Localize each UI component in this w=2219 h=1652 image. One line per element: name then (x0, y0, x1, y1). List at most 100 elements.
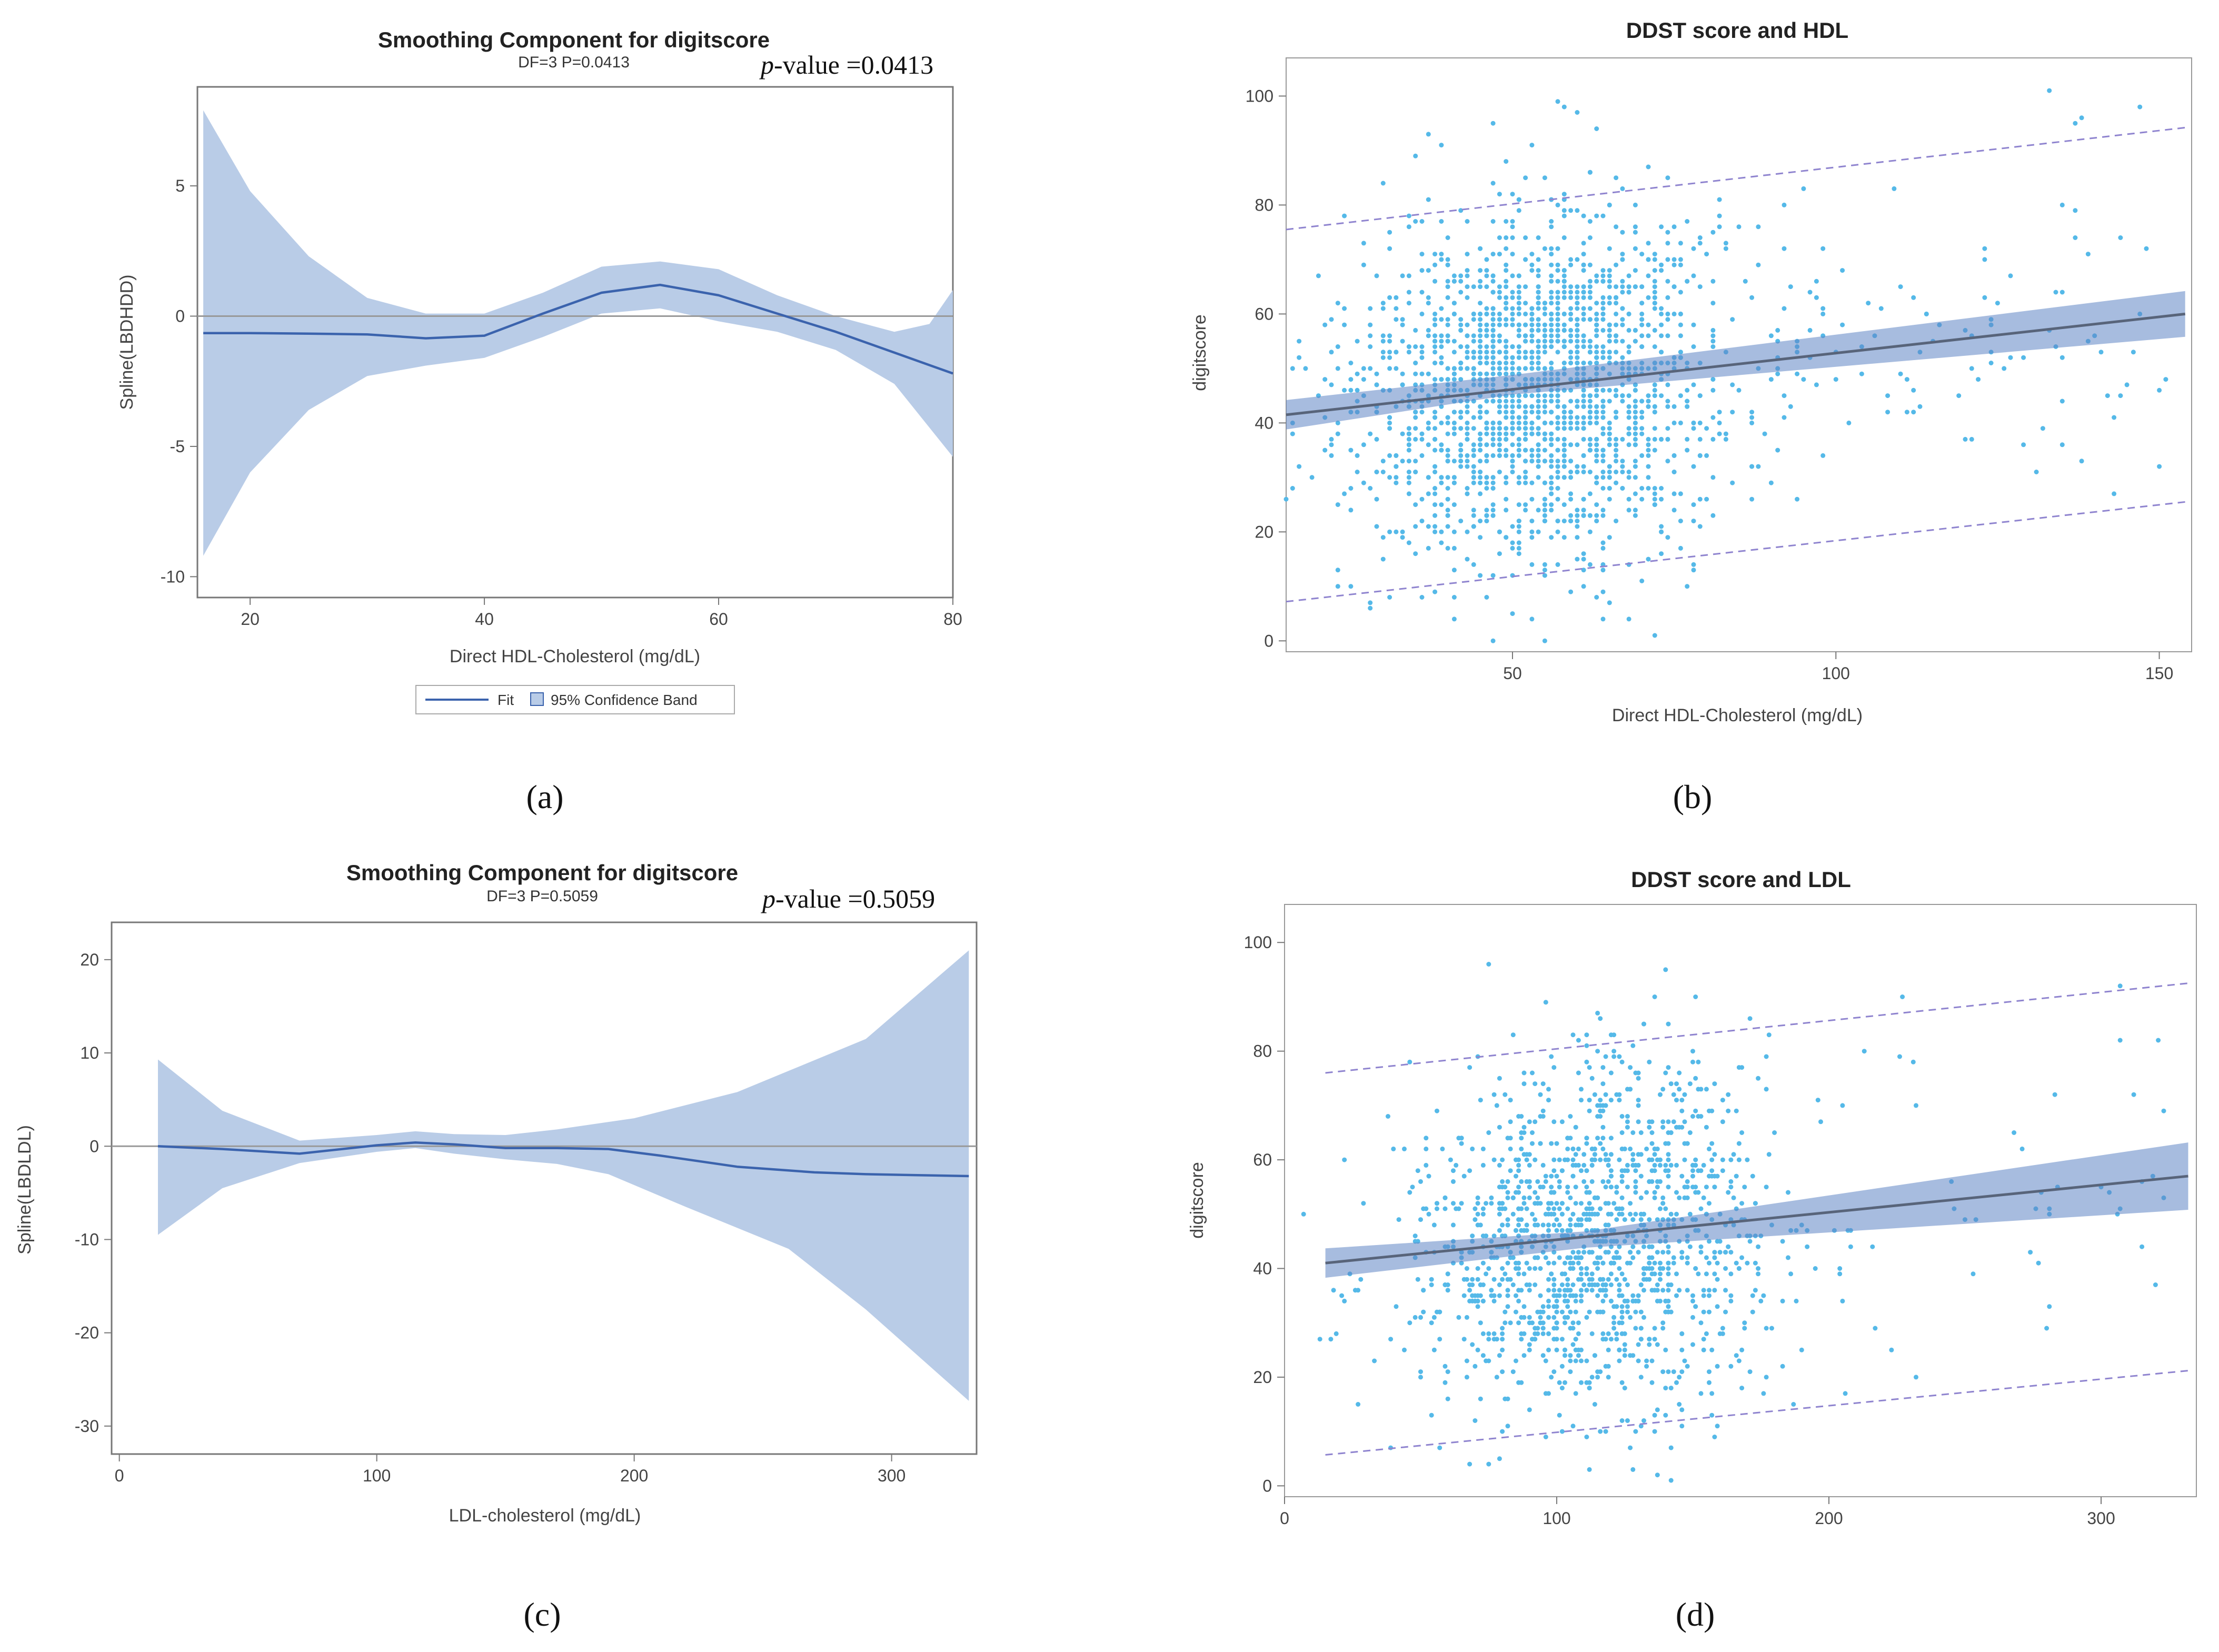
pb-scatter-point (1335, 366, 1340, 371)
pb-scatter-point (1568, 589, 1574, 594)
pd-scatter-point (1644, 1146, 1649, 1151)
pb-scatter-point (1704, 453, 1709, 458)
pb-scatter-point (1406, 273, 1411, 278)
pd-scatter-point (2044, 1326, 2049, 1331)
pb-scatter-point (1549, 339, 1554, 344)
pd-scatter-point (1581, 1179, 1587, 1184)
pb-scatter-point (1529, 420, 1535, 425)
pd-scatter-point (1581, 1250, 1587, 1255)
pb-scatter-point (1575, 470, 1580, 474)
pb-scatter-point (1587, 404, 1593, 409)
panel-a-x-ticks: 20 40 60 80 (241, 598, 962, 629)
pd-scatter-point (1480, 1211, 1486, 1217)
pb-scatter-point (1329, 382, 1334, 387)
pb-scatter-point (1484, 273, 1489, 278)
pd-scatter-point (1565, 1304, 1570, 1309)
pb-scatter-point (1581, 252, 1586, 257)
pd-scatter-point (1712, 1081, 1717, 1087)
pb-scatter-point (1529, 350, 1535, 355)
pb-scatter-point (1394, 295, 1399, 300)
pb-scatter-point (1445, 366, 1450, 371)
pb-scatter-point (1620, 284, 1625, 290)
pd-scatter-point (1603, 1293, 1608, 1298)
pb-scatter-point (1529, 339, 1535, 344)
pd-scatter-point (1442, 1206, 1448, 1211)
pd-scatter-point (1772, 1130, 1777, 1135)
pb-scatter-point (1646, 475, 1651, 480)
pd-scatter-point (1712, 1271, 1717, 1277)
pd-scatter-point (1679, 1347, 1685, 1352)
pd-scatter-point (1480, 1162, 1486, 1168)
pb-scatter-point (1614, 339, 1619, 344)
pd-scatter-point (1756, 1076, 1761, 1081)
pd-scatter-point (1815, 1098, 1820, 1103)
pb-scatter-point (2073, 208, 2078, 213)
pd-scatter-point (1633, 1309, 1638, 1315)
pb-scatter-point (2040, 426, 2045, 431)
pb-scatter-point (1710, 278, 1716, 284)
pb-scatter-point (1465, 491, 1470, 496)
pb-scatter-point (1607, 284, 1612, 290)
panel-c-pvalue-p: p (761, 884, 775, 913)
pb-scatter-point (1956, 393, 1962, 399)
pb-scatter-point (1814, 278, 1819, 284)
pb-scatter-point (1691, 502, 1696, 507)
pb-scatter-point (1504, 410, 1509, 415)
pd-scatter-point (1652, 1326, 1657, 1331)
pd-scatter-point (1619, 1179, 1625, 1184)
pb-scatter-point (1406, 447, 1411, 453)
pd-scatter-point (1508, 1277, 1513, 1282)
pb-scatter-point (1639, 415, 1645, 420)
pd-scatter-point (1579, 1271, 1584, 1277)
pb-scatter-point (1504, 366, 1509, 371)
pd-scatter-point (1764, 1185, 1769, 1190)
pb-scatter-point (1516, 327, 1521, 333)
pd-scatter-point (1628, 1250, 1633, 1255)
pb-scatter-point (1555, 459, 1560, 464)
pb-scatter-point (1490, 475, 1496, 480)
pb-scatter-point (1529, 311, 1535, 316)
pd-scatter-point (1728, 1157, 1734, 1162)
panel-c-pvalue-label: -value (775, 884, 841, 913)
pb-scatter-point (1451, 459, 1457, 464)
pd-scatter-point (1524, 1282, 1529, 1287)
pd-scatter-point (1584, 1288, 1589, 1293)
pb-prediction-limit-lower (1286, 501, 2185, 603)
pb-scatter-point (1490, 317, 1496, 322)
pd-scatter-point (1633, 1168, 1638, 1173)
pb-scatter-point (1691, 426, 1696, 431)
pd-scatter-point (1840, 1103, 1845, 1108)
pd-scatter-point (1671, 1092, 1676, 1097)
pd-scatter-point (1540, 1162, 1546, 1168)
pb-scatter-point (1756, 464, 1761, 469)
pb-scatter-point (1555, 464, 1560, 469)
pd-scatter-point (1426, 1211, 1431, 1217)
pb-scatter-point (1671, 507, 1677, 513)
pb-scatter-point (1866, 301, 1871, 306)
pb-scatter-point (1542, 573, 1547, 578)
pd-scatter-point (1519, 1146, 1524, 1151)
pd-scatter-point (1769, 1326, 1774, 1331)
pb-scatter-point (1549, 273, 1554, 278)
pb-scatter-point (1607, 322, 1612, 327)
pd-scatter-point (1701, 1347, 1706, 1352)
pb-scatter-point (1549, 399, 1554, 404)
pd-scatter-point (1731, 1152, 1736, 1157)
pd-scatter-point (1421, 1288, 1426, 1293)
pb-scatter-point (1497, 431, 1502, 436)
pd-scatter-point (1619, 1146, 1625, 1151)
pd-scatter-point (1508, 1168, 1513, 1173)
pd-scatter-point (1761, 1391, 1766, 1396)
pd-scatter-point (1766, 1032, 1772, 1038)
pd-scatter-point (1731, 1195, 1736, 1200)
pd-scatter-point (1521, 1271, 1527, 1277)
pd-scatter-point (1628, 1201, 1633, 1206)
panel-a-title: Smoothing Component for digitscore (378, 27, 770, 52)
pd-scatter-point (1628, 1065, 1633, 1070)
pb-scatter-point (1490, 507, 1496, 513)
pb-scatter-point (1620, 230, 1625, 235)
pd-scatter-point (1589, 1157, 1595, 1162)
pd-scatter-point (1606, 1222, 1611, 1228)
pd-scatter-point (1514, 1260, 1518, 1266)
pd-scatter-point (1500, 1331, 1505, 1336)
